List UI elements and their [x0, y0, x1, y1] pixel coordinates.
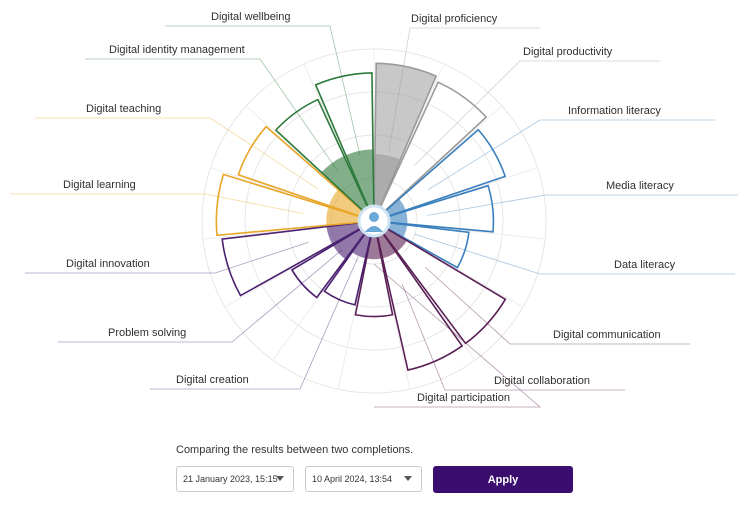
leader-line [427, 194, 738, 216]
category-label: Digital teaching [86, 103, 161, 115]
sector-outline [373, 184, 495, 233]
user-avatar-body [365, 226, 383, 232]
category-label: Digital innovation [66, 258, 150, 270]
leader-line [35, 117, 319, 190]
leader-line [424, 266, 690, 345]
leader-line [401, 283, 625, 391]
sector-fill [366, 221, 382, 260]
first-completion-select[interactable]: 21 January 2023, 15:15 [176, 466, 294, 492]
category-label: Data literacy [614, 259, 676, 271]
polar-chart: Digital proficiency Digital productivity I… [10, 11, 738, 408]
sector-outline [237, 125, 375, 222]
category-label: Digital participation [417, 392, 510, 404]
category-label: Digital collaboration [494, 375, 590, 387]
sector-outline [354, 220, 394, 318]
sector-outline [290, 220, 375, 299]
category-label: Information literacy [568, 105, 661, 117]
chevron-down-icon [404, 476, 412, 481]
category-label: Problem solving [108, 327, 186, 339]
leader-line [427, 119, 715, 191]
user-avatar-icon [369, 212, 379, 222]
sector-outline [373, 220, 470, 269]
leader-line [10, 193, 304, 214]
category-label: Digital learning [63, 179, 136, 191]
sector-outline [221, 220, 375, 297]
leader-line [414, 60, 660, 166]
sector-outline [373, 220, 464, 372]
category-label: Digital proficiency [411, 13, 498, 25]
leader-line [165, 25, 361, 156]
sector-fill [321, 155, 374, 221]
leader-line [373, 263, 542, 408]
leader-line [150, 256, 359, 390]
second-completion-value: 10 April 2024, 13:54 [312, 474, 393, 484]
sector-outline [373, 62, 438, 222]
chevron-down-icon [276, 476, 284, 481]
chart-leader-lines [10, 25, 738, 408]
category-label: Digital creation [176, 374, 249, 386]
sector-outline [373, 128, 507, 222]
category-label: Digital productivity [523, 46, 613, 58]
leader-line [85, 58, 339, 173]
sector-outline [373, 81, 488, 222]
category-label: Digital communication [553, 329, 661, 341]
sector-outline [274, 98, 375, 222]
sector-outline [373, 220, 507, 345]
chart-labels: Digital proficiency Digital productivity I… [63, 11, 676, 404]
compare-description: Comparing the results between two comple… [176, 444, 414, 456]
leader-line [25, 241, 309, 274]
chart-sectors [215, 62, 507, 372]
category-label: Digital wellbeing [211, 11, 291, 23]
apply-button[interactable]: Apply [433, 466, 573, 493]
leader-line [414, 233, 735, 275]
center-avatar [357, 204, 391, 238]
first-completion-value: 21 January 2023, 15:15 [183, 474, 278, 484]
sector-outline [314, 72, 375, 222]
category-label: Media literacy [606, 180, 674, 192]
leader-line [388, 27, 540, 152]
leader-line [58, 249, 343, 343]
second-completion-select[interactable]: 10 April 2024, 13:54 [305, 466, 422, 492]
sector-outline [323, 220, 375, 306]
sector-outline [215, 173, 375, 237]
category-label: Digital identity management [109, 44, 245, 56]
